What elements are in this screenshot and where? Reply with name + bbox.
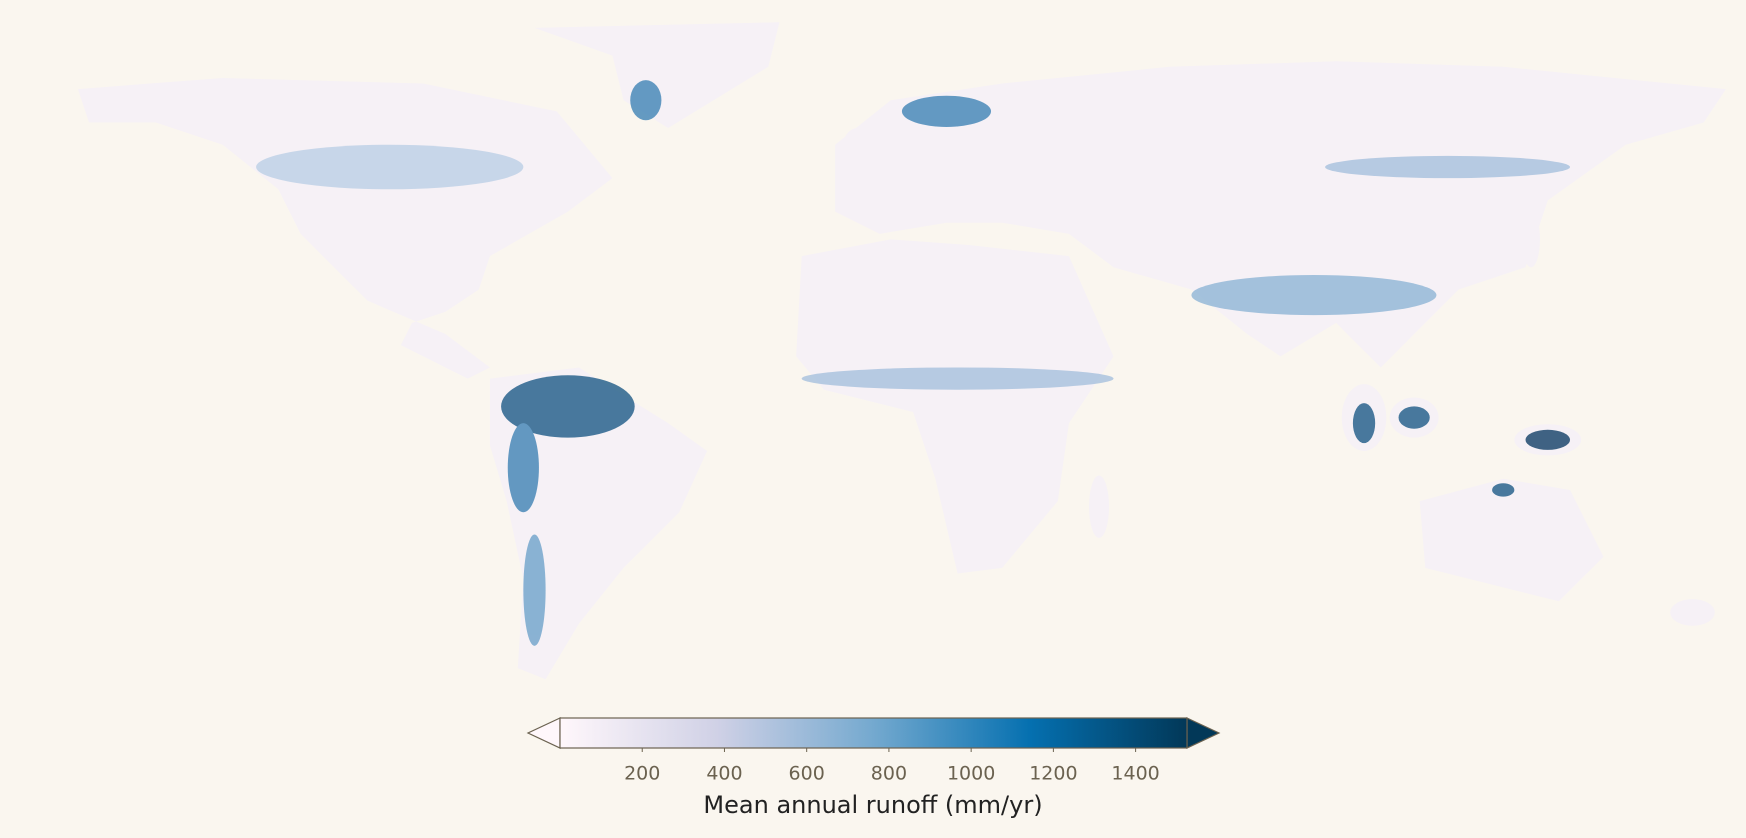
andes — [507, 423, 539, 513]
colorbar-label: Mean annual runoff (mm/yr) — [703, 791, 1042, 819]
tick-label: 200 — [624, 763, 660, 785]
borneo-runoff — [1398, 406, 1430, 429]
tick-label: 400 — [706, 763, 742, 785]
norway — [901, 95, 992, 127]
madagascar — [1089, 475, 1110, 538]
australia — [1419, 478, 1604, 602]
high-runoff-areas — [256, 80, 1571, 646]
tick-label: 1200 — [1029, 763, 1077, 785]
colorbar-body — [559, 717, 1188, 749]
africa — [796, 239, 1114, 574]
greenland-coast — [630, 80, 662, 121]
amazon — [501, 375, 635, 438]
new-guinea-runoff — [1525, 429, 1571, 450]
japan — [1522, 211, 1540, 268]
sumatra-runoff — [1352, 403, 1376, 444]
chile — [523, 534, 546, 646]
tick-label: 800 — [871, 763, 907, 785]
canada — [256, 144, 524, 190]
tick-label: 1400 — [1111, 763, 1159, 785]
world-map — [77, 22, 1726, 680]
new-zealand — [1670, 599, 1715, 626]
tick-label: 1000 — [947, 763, 995, 785]
cape-york — [1492, 483, 1515, 497]
colorbar: 200 400 600 800 1000 1200 1400 — [526, 717, 1221, 785]
eurasia — [835, 61, 1726, 368]
siberia — [1325, 155, 1571, 179]
sahel — [801, 367, 1114, 390]
greenland — [534, 22, 780, 129]
tick-label: 600 — [789, 763, 825, 785]
uk — [841, 128, 873, 173]
south-asia — [1191, 275, 1437, 316]
